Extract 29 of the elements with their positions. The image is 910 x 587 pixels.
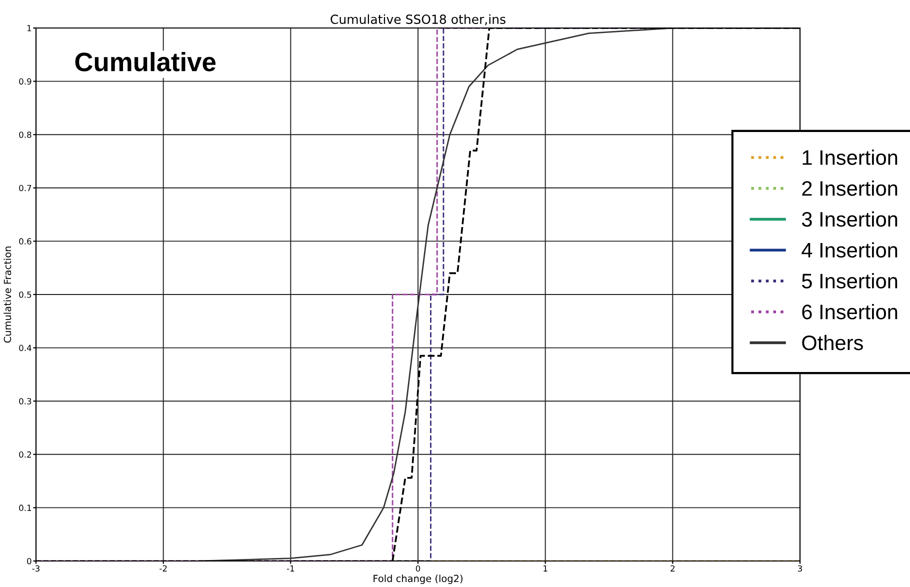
x-tick-label: 0	[416, 565, 420, 572]
legend-label: 6 Insertion	[802, 304, 898, 320]
legend-label: 1 Insertion	[802, 150, 898, 165]
y-tick-label: 0	[27, 558, 32, 564]
x-tick-label: -1	[286, 565, 294, 572]
y-tick-label: 0.1	[19, 504, 32, 511]
y-tick-label: 0.8	[19, 132, 32, 138]
y-tick-label: 0.5	[19, 291, 32, 298]
legend-label: 4 Insertion	[802, 242, 898, 258]
y-tick-label: 1	[27, 25, 32, 32]
y-tick-label: 0.3	[19, 398, 32, 404]
legend-label: 5 Insertion	[802, 273, 898, 288]
x-tick-label: 2	[670, 565, 674, 572]
y-tick-label: 0.6	[19, 238, 32, 244]
y-axis-title: Cumulative Fraction	[4, 246, 12, 343]
x-tick-label: -3	[32, 565, 40, 572]
legend-label: 2 Insertion	[802, 180, 898, 196]
annotation: Cumulative	[75, 52, 216, 72]
x-tick-label: -2	[160, 565, 167, 572]
legend-label: Others	[802, 334, 863, 350]
x-axis-title: Fold change (log2)	[374, 574, 462, 584]
chart-title: Cumulative SSO18 other,ins	[330, 14, 506, 26]
x-tick-label: 3	[798, 565, 802, 572]
x-tick-label: 1	[544, 565, 548, 572]
y-tick-label: 0.2	[19, 451, 31, 458]
y-tick-label: 0.4	[19, 344, 32, 352]
y-tick-label: 0.7	[19, 184, 32, 192]
legend-label: 3 Insertion	[802, 211, 898, 227]
y-tick-label: 0.9	[19, 78, 32, 85]
